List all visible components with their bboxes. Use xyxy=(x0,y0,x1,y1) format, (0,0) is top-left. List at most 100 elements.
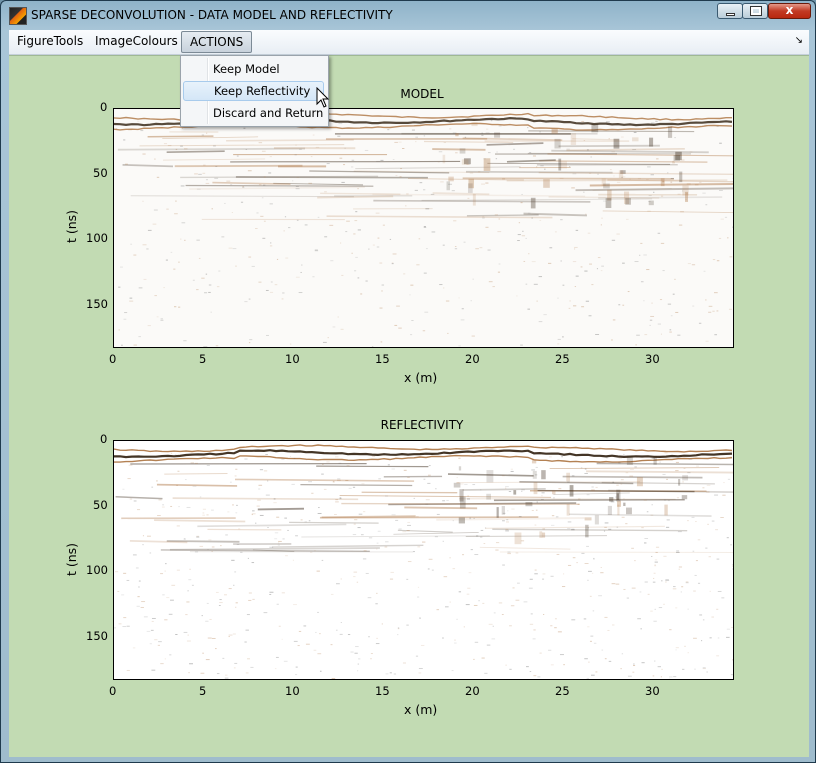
noise-speck xyxy=(273,502,277,504)
menu-imagecolours[interactable]: ImageColours xyxy=(95,34,178,48)
noise-speck xyxy=(215,591,219,593)
noise-speck xyxy=(339,157,343,159)
noise-speck xyxy=(672,293,675,295)
scatter-patch xyxy=(566,503,570,516)
noise-speck xyxy=(187,590,189,592)
noise-speck xyxy=(422,541,426,543)
noise-speck xyxy=(647,210,651,212)
noise-speck xyxy=(205,132,208,134)
scatter-patch xyxy=(617,500,621,507)
noise-speck xyxy=(680,211,684,213)
noise-speck xyxy=(263,470,268,472)
noise-speck xyxy=(586,494,590,496)
scatter-patch xyxy=(570,133,577,146)
noise-speck xyxy=(674,278,676,280)
noise-speck xyxy=(711,616,715,618)
noise-speck xyxy=(602,200,607,202)
noise-speck xyxy=(225,674,228,676)
noise-speck xyxy=(595,671,598,673)
menu-item-keep-reflectivity[interactable]: Keep Reflectivity xyxy=(183,81,324,101)
noise-speck xyxy=(693,590,696,592)
noise-speck xyxy=(232,633,236,635)
scatter-patch xyxy=(513,490,517,495)
y-tick-label: 100 xyxy=(86,563,108,578)
noise-speck xyxy=(224,202,226,204)
noise-speck xyxy=(696,465,699,467)
close-button[interactable]: x xyxy=(768,3,811,19)
noise-speck xyxy=(133,254,137,256)
scatter-patch xyxy=(623,502,626,507)
noise-speck xyxy=(567,481,570,483)
noise-speck xyxy=(537,676,541,678)
noise-speck xyxy=(620,479,624,481)
noise-speck xyxy=(705,547,708,549)
noise-speck xyxy=(539,219,542,221)
layer-event xyxy=(163,158,266,161)
noise-speck xyxy=(485,226,489,228)
minimize-button[interactable] xyxy=(717,3,743,19)
menu-actions[interactable]: ACTIONS xyxy=(181,31,253,53)
noise-speck xyxy=(287,529,289,531)
noise-speck xyxy=(620,668,622,670)
noise-speck xyxy=(529,623,534,625)
noise-speck xyxy=(417,546,421,548)
scatter-patch xyxy=(558,158,562,171)
layer-event xyxy=(212,181,291,185)
maximize-button[interactable] xyxy=(742,3,768,19)
noise-speck xyxy=(669,331,672,333)
noise-speck xyxy=(572,557,576,559)
noise-speck xyxy=(677,531,682,533)
noise-speck xyxy=(505,530,509,532)
noise-speck xyxy=(456,482,460,484)
noise-speck xyxy=(631,547,634,549)
noise-speck xyxy=(176,525,180,527)
noise-speck xyxy=(481,183,486,185)
noise-speck xyxy=(449,128,452,130)
noise-speck xyxy=(692,305,695,307)
reflectivity-image-plot[interactable] xyxy=(113,440,734,680)
noise-speck xyxy=(294,451,297,453)
actions-dropdown-menu: Keep Model Keep Reflectivity Discard and… xyxy=(180,55,329,127)
model-image-plot[interactable] xyxy=(113,108,734,348)
noise-speck xyxy=(137,120,140,122)
window-title: SPARSE DECONVOLUTION - DATA MODEL AND RE… xyxy=(31,8,393,22)
noise-speck xyxy=(431,231,436,233)
noise-speck xyxy=(691,264,696,266)
title-bar[interactable]: SPARSE DECONVOLUTION - DATA MODEL AND RE… xyxy=(1,1,815,29)
reflector-line xyxy=(114,444,733,453)
noise-speck xyxy=(281,458,285,460)
noise-speck xyxy=(166,597,170,599)
noise-speck xyxy=(201,277,205,279)
noise-speck xyxy=(402,662,407,664)
noise-speck xyxy=(455,152,458,154)
noise-speck xyxy=(198,173,202,175)
noise-speck xyxy=(608,138,610,140)
noise-speck xyxy=(574,286,577,288)
layer-event xyxy=(372,193,586,197)
layer-event xyxy=(601,481,715,485)
scatter-patch xyxy=(682,185,689,196)
noise-speck xyxy=(632,671,635,673)
noise-speck xyxy=(357,277,360,279)
noise-speck xyxy=(472,484,476,486)
noise-speck xyxy=(174,454,177,456)
noise-speck xyxy=(676,551,680,553)
noise-speck xyxy=(727,478,731,480)
noise-speck xyxy=(170,251,173,253)
noise-speck xyxy=(220,452,224,454)
noise-speck xyxy=(295,666,298,668)
noise-speck xyxy=(521,235,526,237)
menu-item-keep-model[interactable]: Keep Model xyxy=(213,62,280,76)
menu-figuretools[interactable]: FigureTools xyxy=(17,34,84,48)
noise-speck xyxy=(694,574,697,576)
layer-event xyxy=(487,162,671,165)
layer-event xyxy=(341,502,580,506)
scatter-patch xyxy=(648,200,654,206)
noise-speck xyxy=(726,537,729,539)
noise-speck xyxy=(274,538,278,540)
toolbar-dock-arrow-icon[interactable]: ↘ xyxy=(794,35,803,46)
menu-item-discard-and-return[interactable]: Discard and Return xyxy=(213,106,324,120)
noise-speck xyxy=(663,603,665,605)
noise-speck xyxy=(267,480,269,482)
noise-speck xyxy=(501,614,504,616)
